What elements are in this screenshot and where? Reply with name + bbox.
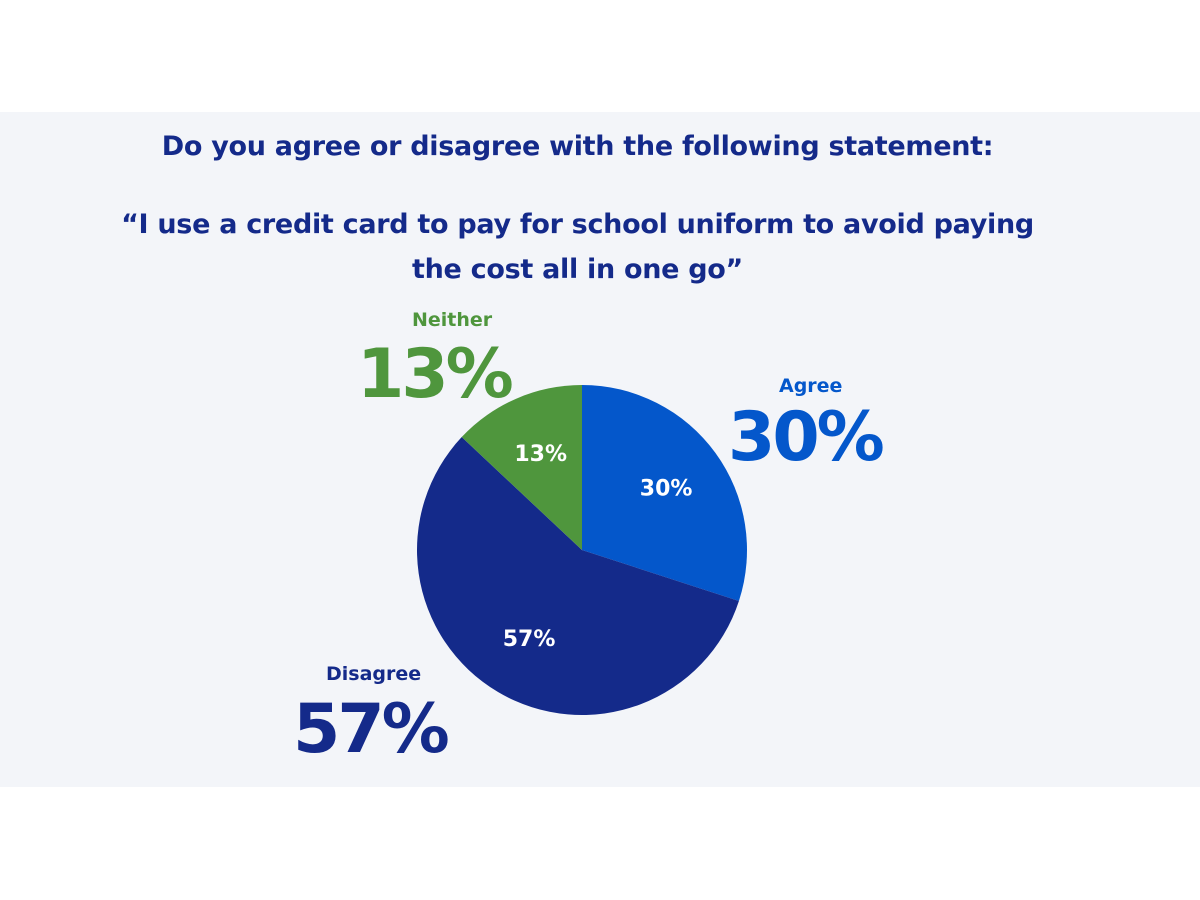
chart-title-statement-line1: “I use a credit card to pay for school u… xyxy=(121,209,1034,240)
callout-neither-value: 13% xyxy=(357,335,514,414)
callout-disagree-label: Disagree xyxy=(326,663,422,685)
chart-title-statement-line2: the cost all in one go” xyxy=(412,254,743,285)
callout-agree-value: 30% xyxy=(728,398,885,477)
callout-agree-label: Agree xyxy=(779,375,843,397)
callout-disagree-value: 57% xyxy=(293,690,450,769)
chart-title-question: Do you agree or disagree with the follow… xyxy=(161,131,994,162)
callout-neither-label: Neither xyxy=(412,309,493,331)
